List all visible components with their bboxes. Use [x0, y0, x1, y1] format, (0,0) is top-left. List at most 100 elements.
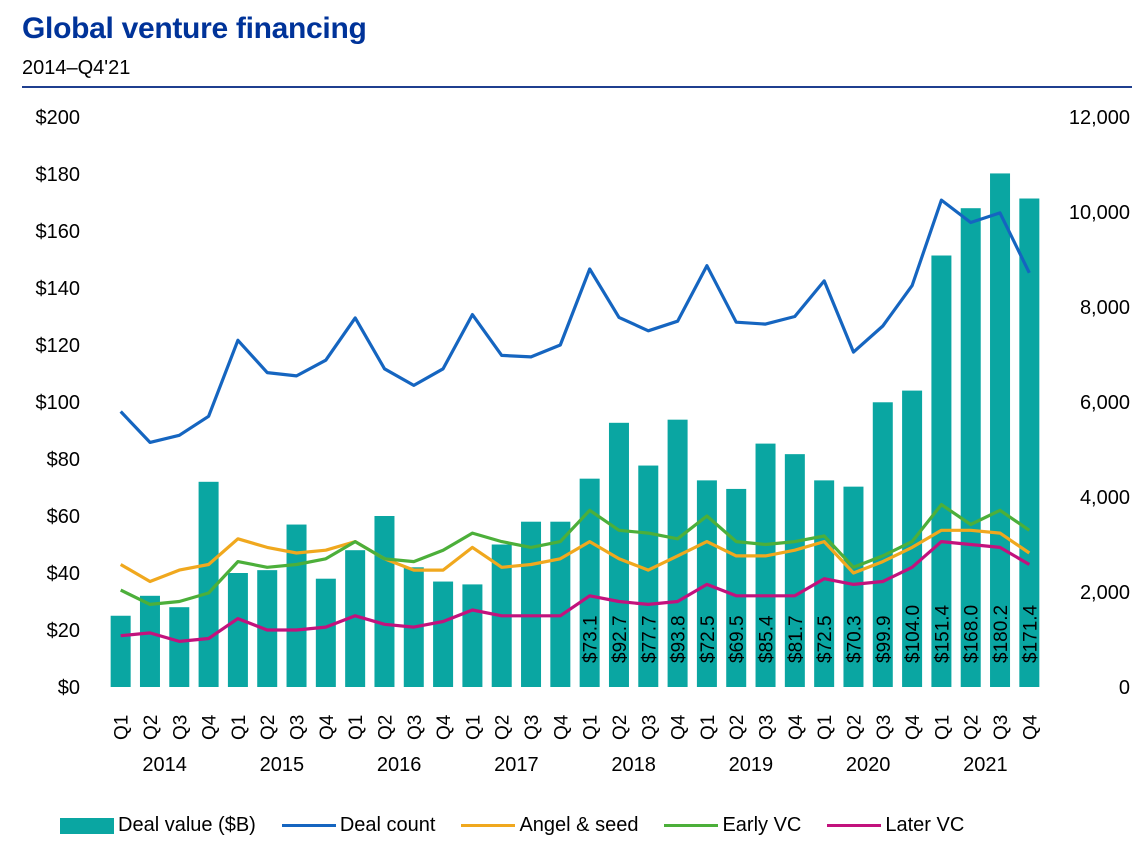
left-tick-label: $140: [36, 278, 81, 300]
quarter-tick-label: Q4: [786, 714, 807, 740]
bar-value-label: $171.4: [1020, 604, 1041, 663]
quarter-tick-label: Q3: [991, 715, 1012, 740]
bar-value-label: $73.1: [581, 615, 602, 663]
left-tick-label: $180: [36, 164, 81, 186]
deal-value-bar: [462, 584, 483, 687]
quarter-tick-label: Q3: [874, 715, 895, 740]
deal-value-bar: [667, 419, 688, 687]
quarter-tick-label: Q1: [581, 715, 602, 740]
right-tick-label: 2,000: [1080, 582, 1130, 604]
left-tick-label: $0: [58, 677, 80, 699]
quarter-tick-label: Q1: [815, 715, 836, 740]
quarter-tick-label: Q4: [1020, 714, 1041, 740]
deal-value-bar: [286, 524, 307, 687]
left-tick-label: $120: [36, 335, 81, 357]
bar-value-label: $77.7: [639, 615, 660, 663]
bar-value-label: $72.5: [815, 615, 836, 663]
quarter-tick-label: Q2: [258, 715, 279, 740]
right-tick-label: 12,000: [1069, 107, 1130, 129]
bar-value-label: $81.7: [786, 615, 807, 663]
quarter-tick-label: Q3: [170, 715, 191, 740]
legend-early-vc: Early VC: [664, 814, 801, 837]
right-tick-label: 8,000: [1080, 297, 1130, 319]
quarter-tick-label: Q4: [669, 714, 690, 740]
legend-label-deal-value: Deal value ($B): [118, 814, 256, 836]
deal-value-bars: [110, 173, 1040, 687]
deal-value-bar: [169, 607, 190, 687]
bar-value-label: $92.7: [610, 615, 631, 663]
left-tick-label: $60: [47, 506, 80, 528]
quarter-tick-label: Q2: [962, 715, 983, 740]
venture-financing-chart: $0 $20 $40 $60 $80 $100 $120 $140 $160 $180 $200 0…: [36, 107, 1131, 776]
series-lines: [119, 198, 1031, 644]
deal-value-bar: [550, 521, 571, 687]
legend-swatch-deal-value: [60, 817, 114, 834]
quarter-tick-label: Q4: [903, 714, 924, 740]
left-axis: $0 $20 $40 $60 $80 $100 $120 $140 $160 $180 $200: [36, 107, 81, 699]
legend-deal-value: Deal value ($B): [60, 814, 256, 837]
bar-value-label: $151.4: [932, 604, 953, 663]
deal-value-bar: [433, 581, 454, 687]
year-label: 2019: [729, 754, 774, 776]
legend-angel-seed: Angel & seed: [461, 814, 638, 837]
legend-label-early-vc: Early VC: [722, 814, 802, 836]
legend-label-angel-seed: Angel & seed: [519, 814, 639, 836]
deal-value-bar: [990, 173, 1011, 687]
bar-value-label: $180.2: [991, 605, 1012, 663]
chart-legend: Deal value ($B) Deal count Angel & seed …: [60, 814, 990, 837]
right-axis: 0 2,000 4,000 6,000 8,000 10,000 12,000: [1069, 107, 1130, 699]
legend-deal-count: Deal count: [281, 814, 436, 837]
year-label: 2015: [260, 754, 305, 776]
year-label: 2020: [846, 754, 891, 776]
left-tick-label: $100: [36, 392, 81, 414]
right-tick-label: 4,000: [1080, 487, 1130, 509]
deal-value-bar: [872, 402, 893, 687]
quarter-tick-label: Q4: [551, 714, 572, 740]
quarter-tick-label: Q3: [288, 715, 309, 740]
bar-value-label: $99.9: [874, 615, 895, 663]
deal-value-bar: [814, 480, 835, 687]
quarter-tick-label: Q1: [229, 715, 250, 740]
later-vc-line: [120, 539, 1031, 644]
deal-value-bar: [345, 550, 366, 687]
legend-later-vc: Later VC: [827, 814, 964, 837]
year-label: 2018: [611, 754, 656, 776]
left-tick-label: $80: [47, 449, 80, 471]
deal-value-bar: [315, 578, 336, 687]
chart-subtitle: 2014–Q4'21: [22, 57, 131, 79]
bar-data-labels: $73.1 $92.7 $77.7 $93.8 $72.5 $69.5 $85.4 $81.7…: [581, 604, 1042, 663]
year-label: 2016: [377, 754, 422, 776]
legend-label-deal-count: Deal count: [339, 814, 436, 836]
quarter-tick-label: Q1: [932, 715, 953, 740]
year-label: 2017: [494, 754, 539, 776]
angel-seed-line: [119, 528, 1031, 584]
quarter-tick-label: Q3: [639, 715, 660, 740]
quarter-tick-label: Q3: [522, 715, 543, 740]
quarter-tick-label: Q1: [463, 715, 484, 740]
left-tick-label: $200: [36, 107, 81, 129]
bar-value-label: $72.5: [698, 615, 719, 663]
deal-value-bar: [110, 615, 131, 687]
quarter-tick-label: Q2: [727, 715, 748, 740]
quarter-tick-label: Q1: [112, 715, 133, 740]
deal-value-bar: [638, 465, 659, 687]
year-label: 2014: [142, 754, 187, 776]
left-tick-label: $160: [36, 221, 81, 243]
legend-swatch-early-vc: [664, 824, 719, 827]
left-tick-label: $40: [47, 563, 80, 585]
deal-value-bar: [960, 208, 981, 687]
early-vc-line: [119, 503, 1031, 607]
quarter-tick-label: Q3: [757, 715, 778, 740]
deal-value-bar: [227, 573, 248, 687]
deal-value-bar: [755, 443, 776, 687]
deal-value-bar: [902, 390, 923, 687]
legend-swatch-later-vc: [827, 824, 882, 827]
deal-value-bar: [139, 595, 160, 687]
quarter-tick-label: Q3: [405, 715, 426, 740]
deal-value-bar: [374, 516, 395, 687]
legend-swatch-deal-count: [281, 824, 336, 827]
bar-value-label: $85.4: [757, 615, 778, 663]
chart-title: Global venture financing: [22, 12, 367, 45]
year-labels: 2014 2015 2016 2017 2018 2019 2020 2021: [142, 754, 1007, 776]
quarter-tick-label: Q2: [375, 715, 396, 740]
